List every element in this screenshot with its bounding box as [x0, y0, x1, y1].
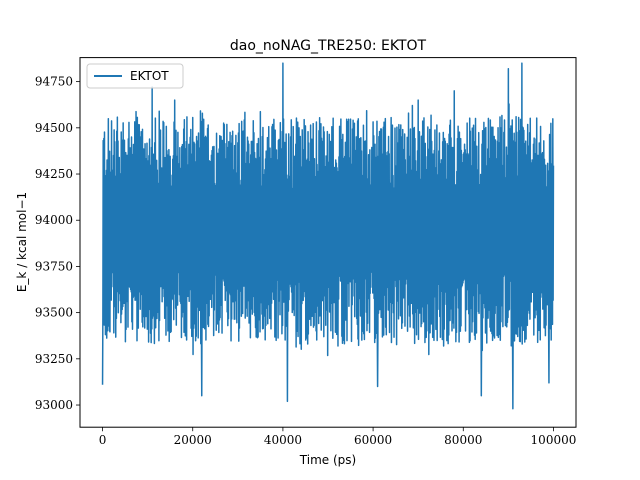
y-tick-label: 93250: [35, 352, 73, 366]
x-tick-label: 0: [99, 433, 107, 447]
y-axis-ticks: 93000 93250 93500 93750 94000 94250 94500 94750: [35, 75, 80, 412]
legend-label-ektot: EKTOT: [130, 69, 169, 83]
legend: EKTOT: [86, 63, 184, 89]
y-tick-label: 93500: [35, 306, 73, 320]
x-tick-label: 20000: [174, 433, 212, 447]
y-tick-label: 93000: [35, 398, 73, 412]
y-tick-label: 93750: [35, 259, 73, 273]
y-tick-label: 94750: [35, 75, 73, 89]
x-axis-label: Time (ps): [299, 453, 356, 467]
plot-area-frame: [79, 57, 577, 428]
x-tick-label: 100000: [531, 433, 577, 447]
y-tick-label: 94250: [35, 167, 73, 181]
legend-box: [86, 63, 184, 89]
y-axis-label: E_k / kcal mol−1: [15, 192, 29, 292]
series-layer: [101, 62, 555, 410]
x-tick-label: 40000: [264, 433, 302, 447]
series-line-ektot: [101, 62, 555, 410]
x-axis-ticks: 0 20000 40000 60000 80000 100000: [99, 427, 577, 447]
y-tick-label: 94500: [35, 121, 73, 135]
y-tick-label: 94000: [35, 213, 73, 227]
chart-title: dao_noNAG_TRE250: EKTOT: [230, 38, 427, 54]
x-tick-label: 60000: [354, 433, 392, 447]
x-tick-label: 80000: [444, 433, 482, 447]
